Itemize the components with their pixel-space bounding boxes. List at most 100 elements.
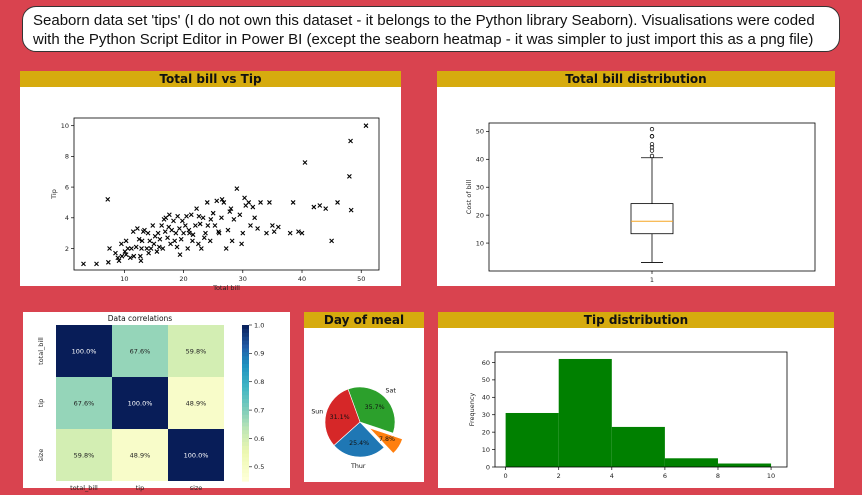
pie-category-label: Thur bbox=[350, 463, 366, 470]
scatter-point bbox=[195, 241, 201, 247]
scatter-point bbox=[184, 213, 189, 219]
scatter-point bbox=[157, 236, 163, 242]
y-tick-label: 50 bbox=[476, 128, 484, 136]
scatter-point bbox=[154, 249, 160, 254]
scatter-point bbox=[165, 235, 170, 241]
heatmap-y-label: total_bill bbox=[37, 337, 45, 365]
x-tick-label: 10 bbox=[767, 472, 775, 480]
histogram-bar bbox=[505, 412, 559, 467]
scatter-point bbox=[231, 216, 237, 222]
description-note: Seaborn data set 'tips' (I do not own th… bbox=[22, 6, 840, 52]
heatmap-y-label: size bbox=[37, 449, 45, 462]
scatter-point bbox=[207, 238, 213, 244]
scatter-point bbox=[125, 246, 131, 251]
heatmap-cell bbox=[56, 429, 112, 481]
scatter-point bbox=[140, 229, 146, 235]
scatter-point bbox=[182, 223, 188, 228]
heatmap-cell-label: 100.0% bbox=[128, 399, 153, 407]
scatter-point bbox=[150, 223, 156, 228]
colorbar-segment bbox=[242, 360, 249, 365]
y-tick-label: 20 bbox=[476, 211, 484, 219]
scatter-point bbox=[178, 236, 184, 242]
pie-slice bbox=[369, 427, 403, 454]
scatter-point bbox=[194, 206, 199, 211]
colorbar-segment bbox=[242, 469, 249, 474]
scatter-point bbox=[177, 252, 183, 258]
scatter-point bbox=[239, 241, 244, 247]
heatmap-cell-label: 59.8% bbox=[186, 347, 207, 355]
panel-histogram[interactable]: Tip distribution 0 2 4 6 8 10 0 10 20 30 40 50 60 Fre… bbox=[438, 312, 834, 488]
scatter-point bbox=[160, 246, 166, 251]
y-tick-label: 2 bbox=[65, 245, 69, 253]
heatmap-cell-label: 100.0% bbox=[184, 451, 209, 459]
scatter-point bbox=[296, 229, 301, 235]
colorbar-segment bbox=[242, 449, 249, 455]
colorbar-segment bbox=[242, 430, 249, 435]
scatter-point bbox=[193, 223, 198, 228]
scatter-point bbox=[250, 204, 256, 210]
y-tick-label: 10 bbox=[476, 239, 484, 247]
scatter-point bbox=[246, 200, 252, 205]
scatter-point bbox=[118, 241, 124, 247]
panel-title: Day of meal bbox=[304, 312, 424, 328]
colorbar-segment bbox=[242, 344, 249, 349]
scatter-point bbox=[116, 258, 122, 264]
scatter-point bbox=[335, 200, 340, 205]
scatter-point bbox=[219, 215, 224, 221]
panel-scatter[interactable]: Total bill vs Tip 10 20 30 40 50 2 4 6 8 10 Total … bbox=[20, 71, 401, 292]
scatter-point bbox=[130, 229, 136, 235]
pie-chart: 35.7% Sat 7.8% 25.4% Thur 31.1% Sun bbox=[311, 386, 403, 470]
scatter-point bbox=[317, 203, 323, 208]
scatter-point bbox=[166, 212, 172, 218]
colorbar-segment bbox=[242, 328, 249, 334]
colorbar-segment bbox=[242, 352, 249, 357]
scatter-point bbox=[144, 246, 150, 251]
panel-boxplot[interactable]: Total bill distribution 10 20 30 40 50 1 Cost … bbox=[437, 71, 835, 286]
colorbar-segment bbox=[242, 403, 249, 408]
heatmap-cell bbox=[112, 325, 168, 377]
colorbar-segment bbox=[242, 445, 249, 451]
x-tick-label: 30 bbox=[239, 275, 247, 283]
pie-slice bbox=[324, 388, 361, 446]
colorbar-segment bbox=[242, 434, 249, 439]
plot-frame bbox=[494, 351, 788, 468]
x-tick-label: 6 bbox=[663, 472, 667, 480]
histogram-chart: 0 2 4 6 8 10 0 10 20 30 40 50 60 Frequency bbox=[468, 351, 788, 480]
colorbar-segment bbox=[242, 410, 249, 416]
panel-title: Total bill vs Tip bbox=[20, 71, 401, 87]
heatmap-cell-label: 59.8% bbox=[74, 451, 95, 459]
pie-percent-label: 31.1% bbox=[330, 414, 350, 421]
x-tick-label: 0 bbox=[504, 472, 508, 480]
colorbar-segment bbox=[242, 367, 249, 373]
x-tick-label: 40 bbox=[298, 275, 306, 283]
scatter-point bbox=[136, 236, 142, 242]
colorbar-segment bbox=[242, 442, 249, 447]
scatter-point bbox=[290, 200, 296, 205]
y-axis-label: Cost of bill bbox=[465, 180, 473, 215]
colorbar-segment bbox=[242, 375, 249, 381]
panel-pie[interactable]: Day of meal 35.7% Sat 7.8% 25.4% Thur 31.1% Su… bbox=[304, 312, 424, 482]
heatmap-title: Data correlations bbox=[108, 314, 173, 323]
heatmap-cell-label: 48.9% bbox=[186, 399, 207, 407]
colorbar-tick-label: 0.8 bbox=[254, 378, 264, 386]
colorbar-segment bbox=[242, 414, 249, 420]
y-tick-label: 10 bbox=[482, 446, 490, 454]
scatter-point bbox=[148, 246, 154, 251]
scatter-point bbox=[162, 229, 168, 235]
scatter-point bbox=[197, 221, 203, 227]
scatter-point bbox=[346, 173, 352, 179]
scatter-point bbox=[196, 213, 202, 219]
colorbar-segment bbox=[242, 422, 249, 427]
panel-heatmap[interactable]: Data correlations 100.0% 67.6% 59.8% 67.6% 10… bbox=[23, 312, 290, 492]
scatter-point bbox=[311, 204, 317, 210]
scatter-point bbox=[237, 212, 243, 218]
plot-frame bbox=[73, 117, 380, 271]
y-tick-label: 30 bbox=[476, 184, 484, 192]
scatter-point bbox=[258, 200, 263, 205]
heatmap-cell-label: 67.6% bbox=[130, 347, 151, 355]
scatter-point bbox=[123, 238, 129, 244]
heatmap-cell bbox=[168, 325, 224, 377]
scatter-point bbox=[302, 160, 308, 165]
colorbar-segment bbox=[242, 371, 249, 377]
scatter-point bbox=[105, 196, 111, 202]
